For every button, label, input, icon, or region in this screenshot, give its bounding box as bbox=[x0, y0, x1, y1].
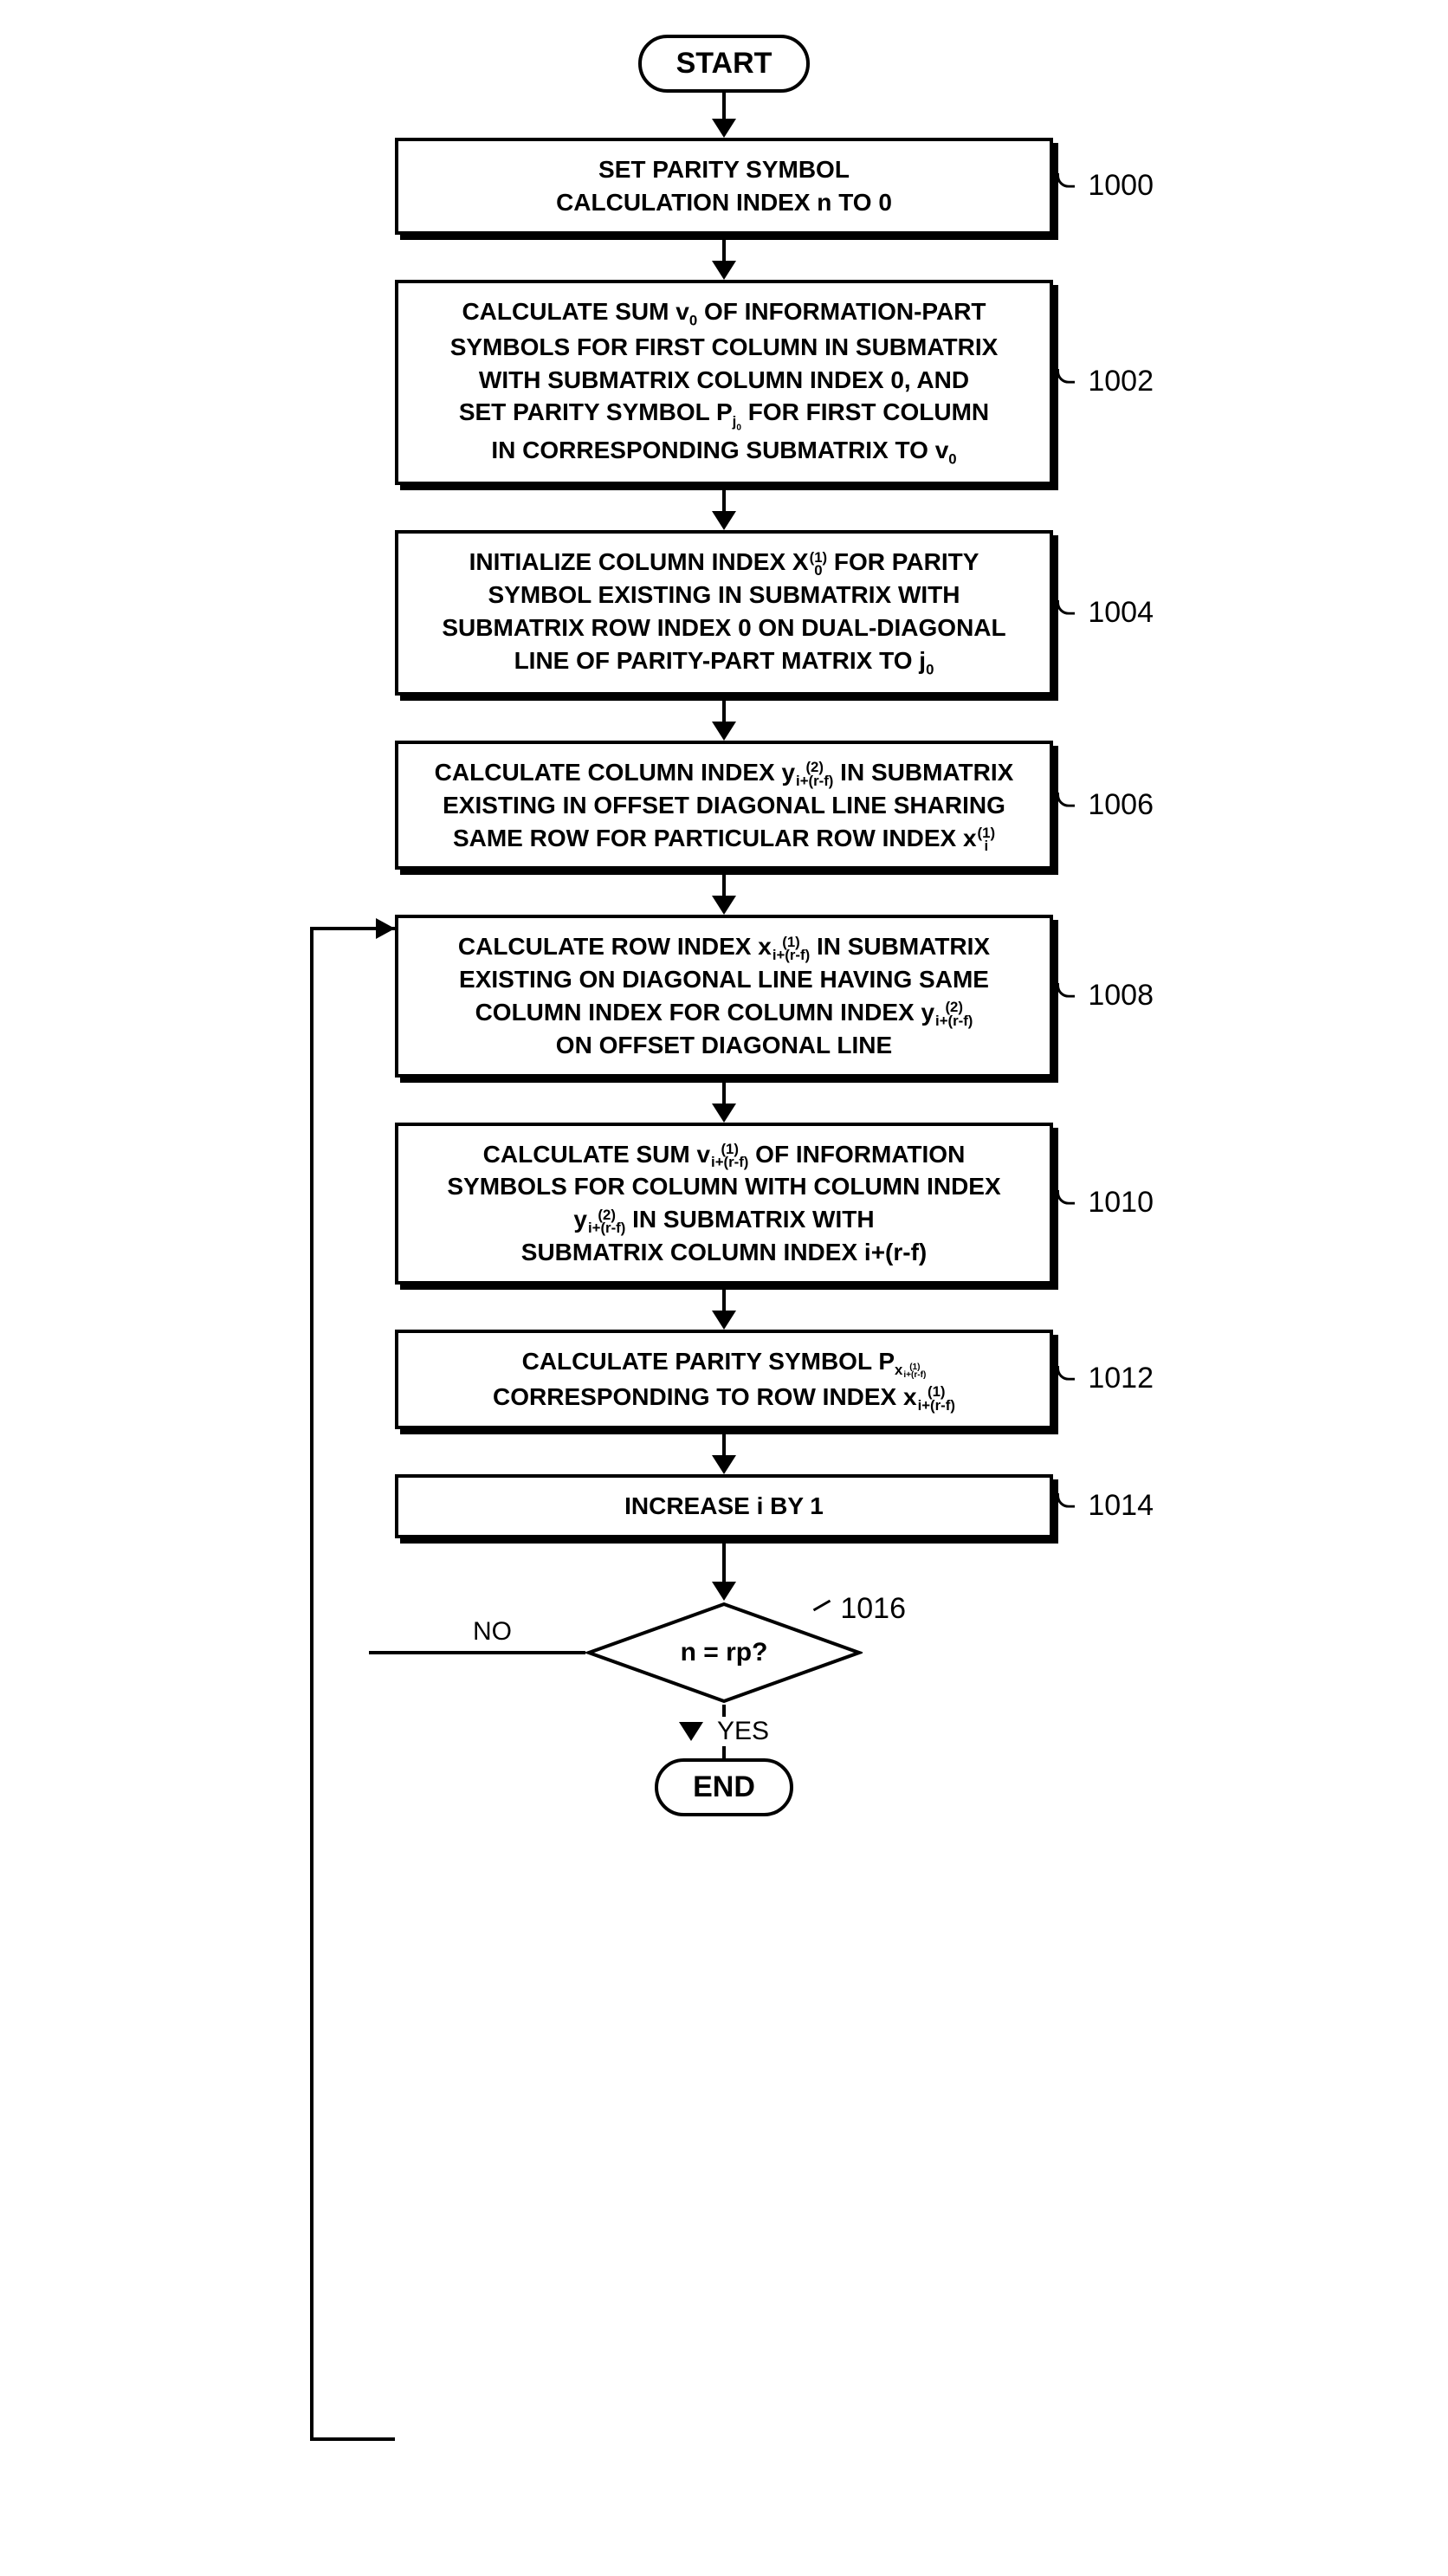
step-1006: CALCULATE COLUMN INDEX y(2)i+(r-f) IN SU… bbox=[395, 741, 1053, 870]
decision-1016-row: NO n = rp? 1016 bbox=[395, 1601, 1053, 1705]
step-1010: CALCULATE SUM v(1)i+(r-f) OF INFORMATION… bbox=[395, 1123, 1053, 1285]
step-text: CALCULATE PARITY SYMBOL Px(1)i+(r-f) COR… bbox=[493, 1348, 955, 1410]
decision-no-label: NO bbox=[473, 1617, 512, 1647]
decision-label: 1016 bbox=[840, 1592, 906, 1626]
step-text: INCREASE i BY 1 bbox=[624, 1492, 824, 1519]
step-text: CALCULATE SUM v0 OF INFORMATION-PART SYM… bbox=[450, 298, 999, 463]
step-text: CALCULATE COLUMN INDEX y(2)i+(r-f) IN SU… bbox=[435, 759, 1014, 851]
step-1008: CALCULATE ROW INDEX x(1)i+(r-f) IN SUBMA… bbox=[395, 915, 1053, 1077]
connector bbox=[712, 870, 736, 915]
step-text: CALCULATE SUM v(1)i+(r-f) OF INFORMATION… bbox=[447, 1141, 1000, 1265]
connector bbox=[712, 235, 736, 280]
step-1004: INITIALIZE COLUMN INDEX X(1)0 FOR PARITY… bbox=[395, 530, 1053, 696]
step-label: 1014 bbox=[1088, 1486, 1154, 1526]
decision-condition: n = rp? bbox=[585, 1601, 863, 1705]
connector bbox=[712, 696, 736, 741]
connector: YES bbox=[679, 1705, 769, 1758]
step-1014: INCREASE i BY 1 1014 bbox=[395, 1474, 1053, 1538]
step-1002: CALCULATE SUM v0 OF INFORMATION-PART SYM… bbox=[395, 280, 1053, 486]
connector bbox=[712, 485, 736, 530]
step-label: 1012 bbox=[1088, 1359, 1154, 1399]
step-1000: SET PARITY SYMBOLCALCULATION INDEX n TO … bbox=[395, 138, 1053, 235]
no-branch-line bbox=[369, 1651, 585, 1654]
connector bbox=[712, 93, 736, 138]
connector bbox=[712, 1538, 736, 1601]
step-text: SET PARITY SYMBOLCALCULATION INDEX n TO … bbox=[556, 156, 892, 216]
step-label: 1004 bbox=[1088, 593, 1154, 633]
flowchart-container: START SET PARITY SYMBOLCALCULATION INDEX… bbox=[334, 35, 1114, 1816]
step-label: 1008 bbox=[1088, 976, 1154, 1016]
terminal-start: START bbox=[638, 35, 811, 93]
step-text: INITIALIZE COLUMN INDEX X(1)0 FOR PARITY… bbox=[442, 548, 1005, 673]
connector bbox=[712, 1285, 736, 1330]
decision-1016: n = rp? bbox=[585, 1601, 863, 1705]
step-text: CALCULATE ROW INDEX x(1)i+(r-f) IN SUBMA… bbox=[458, 933, 990, 1058]
step-label: 1002 bbox=[1088, 362, 1154, 402]
step-label: 1010 bbox=[1088, 1183, 1154, 1223]
step-1012: CALCULATE PARITY SYMBOL Px(1)i+(r-f) COR… bbox=[395, 1330, 1053, 1429]
step-label: 1000 bbox=[1088, 166, 1154, 206]
connector bbox=[712, 1078, 736, 1123]
terminal-end: END bbox=[655, 1758, 793, 1816]
feedback-loop-line bbox=[308, 925, 395, 2441]
decision-yes-label: YES bbox=[717, 1717, 769, 1746]
connector bbox=[712, 1429, 736, 1474]
step-label: 1006 bbox=[1088, 786, 1154, 825]
